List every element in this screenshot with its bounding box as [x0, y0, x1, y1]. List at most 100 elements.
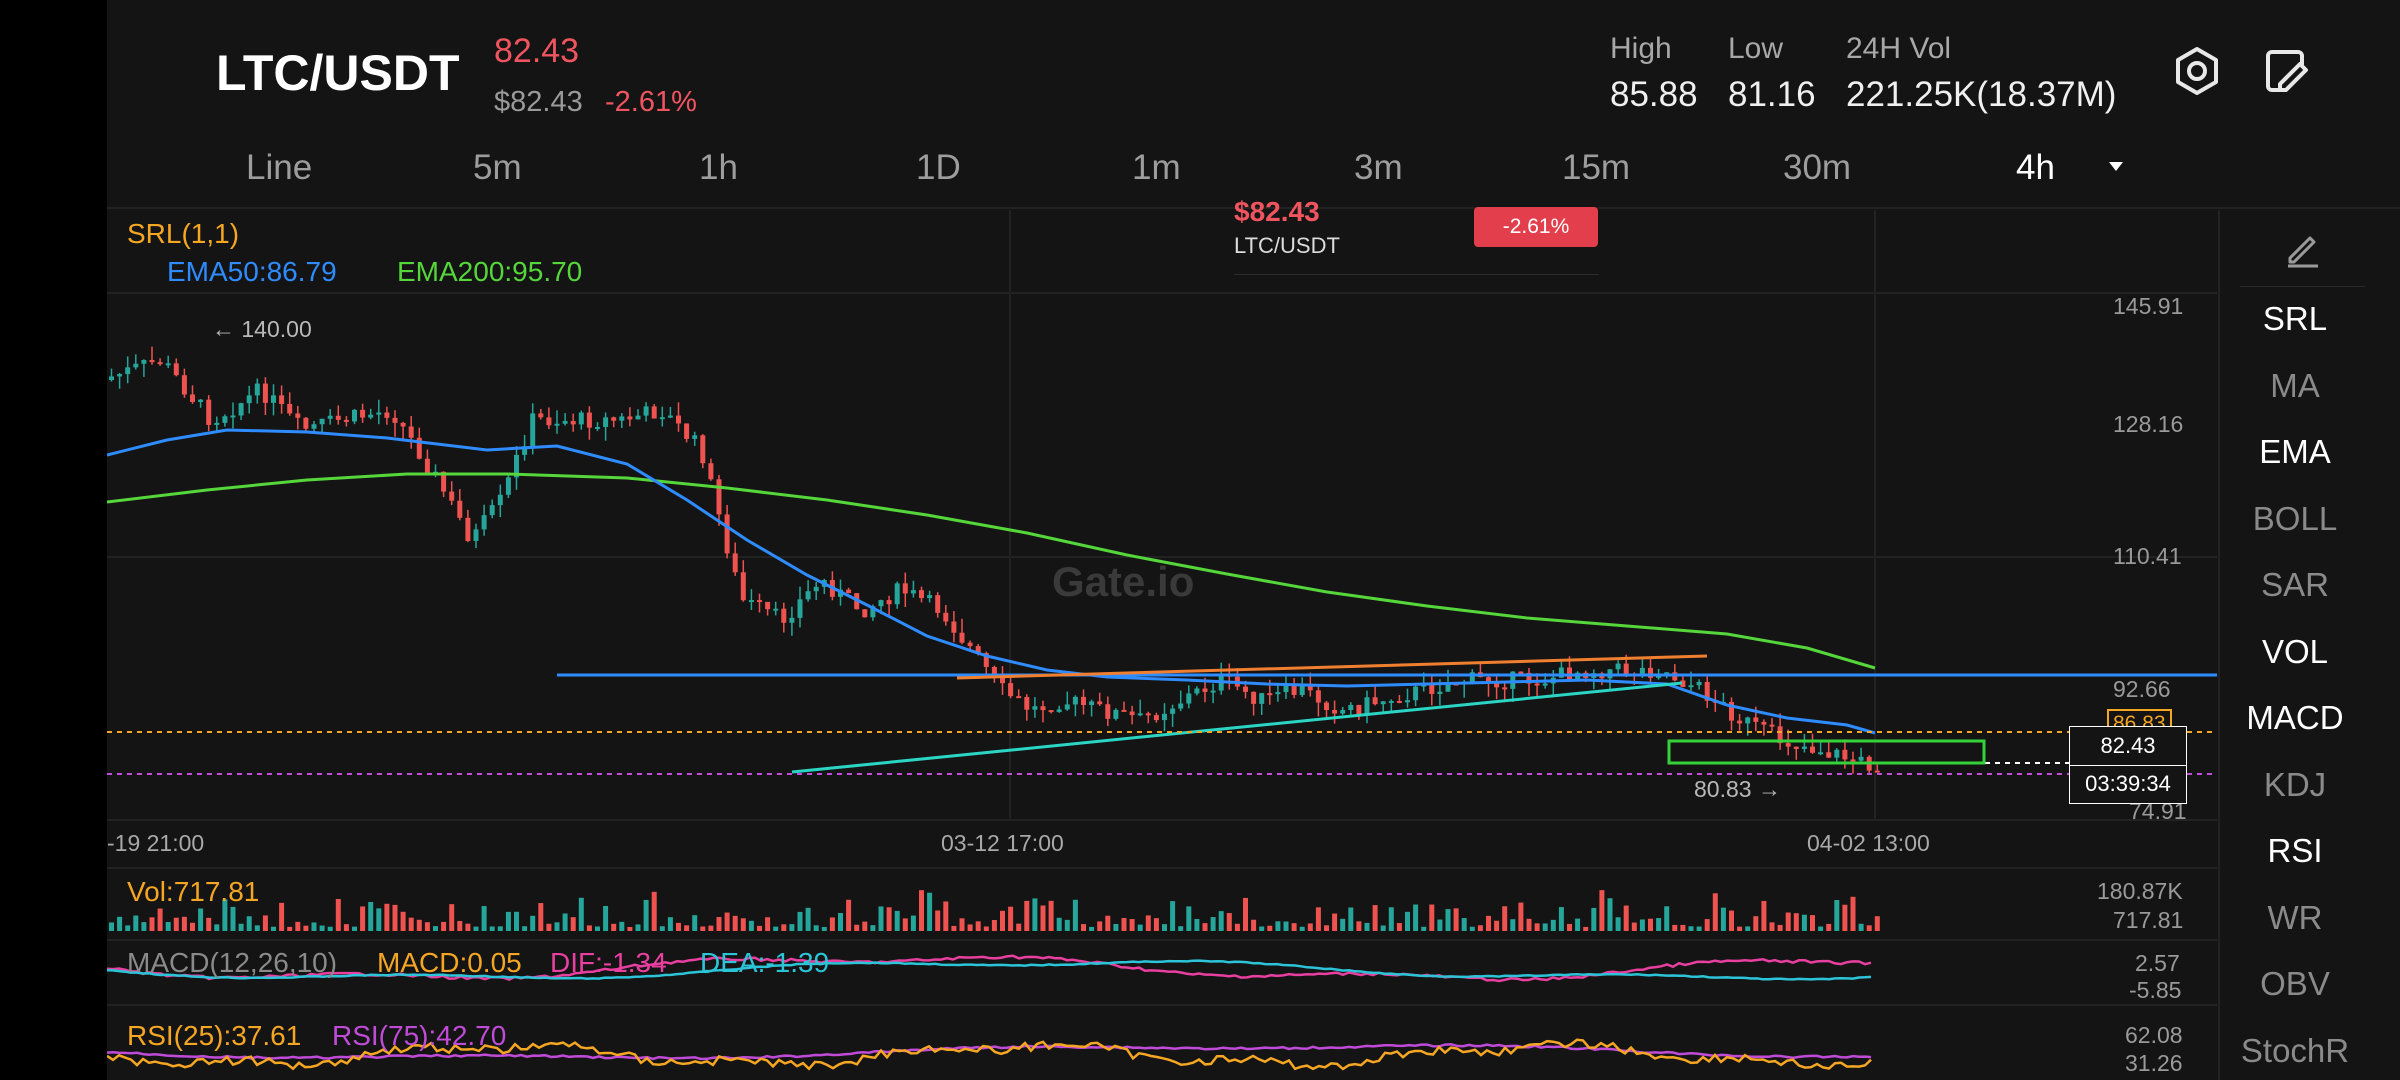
rail-item-boll[interactable]: BOLL [2252, 499, 2338, 537]
watermark-logo: Gate.io [1052, 558, 1195, 605]
current-price-box: 82.43 03:39:34 [2069, 726, 2187, 804]
volume-bar [748, 920, 754, 931]
volume-bar [1623, 905, 1629, 931]
volume-bar [433, 926, 438, 931]
candle [1437, 691, 1443, 694]
volume-bar [676, 922, 681, 931]
candle [1793, 746, 1799, 750]
volume-bar [497, 926, 503, 931]
volume-bar [1810, 915, 1815, 931]
candle [1534, 683, 1540, 686]
candle [1469, 672, 1475, 683]
low-label: Low [1728, 32, 1784, 65]
rsi25-legend: RSI(25):37.61 [127, 1020, 302, 1051]
volume-bar [522, 926, 528, 931]
candle [538, 413, 544, 418]
tab-4h[interactable]: 4h [2016, 148, 2055, 187]
tab-15m[interactable]: 15m [1562, 148, 1631, 187]
candle [190, 394, 195, 402]
candle [627, 416, 633, 420]
tab-5m[interactable]: 5m [473, 148, 522, 187]
tab-30m[interactable]: 30m [1783, 148, 1852, 187]
candle [1145, 713, 1151, 716]
candle [1332, 710, 1338, 714]
candle [1486, 677, 1491, 684]
macd-legend: MACD(12,26,10) [127, 947, 338, 978]
candle [1396, 700, 1402, 703]
volume-bar [554, 922, 560, 931]
rail-item-ema[interactable]: EMA [2259, 433, 2331, 470]
candle [781, 608, 787, 623]
rail-item-kdj[interactable]: KDJ [2263, 765, 2327, 803]
volume-bar [1672, 924, 1678, 931]
volume-bar [1502, 906, 1508, 931]
candle [1696, 681, 1702, 686]
edit-window-icon[interactable] [2262, 46, 2312, 96]
volume-bar [659, 926, 665, 931]
settings-hex-icon[interactable] [2172, 46, 2222, 96]
candle [1307, 686, 1313, 691]
volume-bar [1145, 915, 1151, 931]
candle [1113, 709, 1119, 719]
pencil-icon[interactable] [2282, 228, 2322, 268]
volume-bar [935, 910, 941, 931]
candle [708, 463, 714, 480]
candle [295, 413, 301, 418]
candle [1801, 746, 1807, 750]
rail-item-macd[interactable]: MACD [2246, 699, 2344, 736]
candle [813, 586, 819, 592]
tooltip-price: $82.43 [1234, 196, 1320, 227]
candle [765, 601, 771, 610]
candle [1356, 704, 1362, 715]
volume-bar [886, 907, 892, 931]
candle [489, 505, 495, 516]
rail-item-wr[interactable]: WR [2267, 898, 2323, 936]
tab-line[interactable]: Line [246, 148, 313, 187]
candle [1081, 696, 1086, 706]
volume-bar [481, 906, 487, 931]
price-axis-label: 145.91 [2113, 293, 2184, 319]
rail-item-rsi[interactable]: RSI [2267, 832, 2323, 869]
volume-bar [408, 917, 414, 931]
volume-bar [254, 925, 260, 931]
volume-bar [1097, 921, 1103, 931]
volume-bar [1518, 902, 1524, 931]
volume-bar [1777, 924, 1783, 931]
volume-bar [1793, 913, 1799, 931]
chevron-down-icon[interactable] [2107, 158, 2125, 176]
macd-value: MACD:0.05 [377, 947, 522, 978]
candle [254, 383, 260, 396]
date-label: 04-02 13:00 [1807, 830, 1930, 856]
candle [635, 415, 641, 420]
candle [400, 422, 406, 427]
volume-bar [538, 903, 544, 931]
volume-bar [1850, 896, 1856, 931]
volume-bar [1348, 907, 1354, 931]
volume-bar [1364, 922, 1370, 931]
price-chart[interactable] [107, 0, 2400, 1080]
tab-1h[interactable]: 1h [699, 148, 738, 187]
volume-bar [1186, 906, 1192, 931]
rail-item-ma[interactable]: MA [2270, 366, 2320, 404]
rail-item-stochr[interactable]: StochR [2240, 1031, 2350, 1069]
rail-item-sar[interactable]: SAR [2261, 566, 2329, 603]
candle [870, 606, 876, 618]
tab-1d[interactable]: 1D [916, 148, 961, 187]
rail-item-vol[interactable]: VOL [2261, 632, 2329, 670]
candle [1575, 672, 1581, 681]
volume-bar [1170, 901, 1176, 931]
candle [724, 514, 730, 554]
rail-item-srl[interactable]: SRL [2262, 300, 2328, 337]
candle [1000, 674, 1005, 684]
tab-1m[interactable]: 1m [1132, 148, 1181, 187]
rail-item-obv[interactable]: OBV [2260, 965, 2330, 1002]
candle [1494, 683, 1500, 688]
rsi25-line [107, 1038, 1872, 1071]
volume-bar [457, 920, 463, 931]
candle [1275, 692, 1281, 695]
candle [1874, 770, 1880, 773]
candle [1777, 726, 1783, 744]
volume-bar [1162, 924, 1167, 931]
tab-3m[interactable]: 3m [1354, 148, 1403, 187]
volume-bar [376, 908, 382, 931]
